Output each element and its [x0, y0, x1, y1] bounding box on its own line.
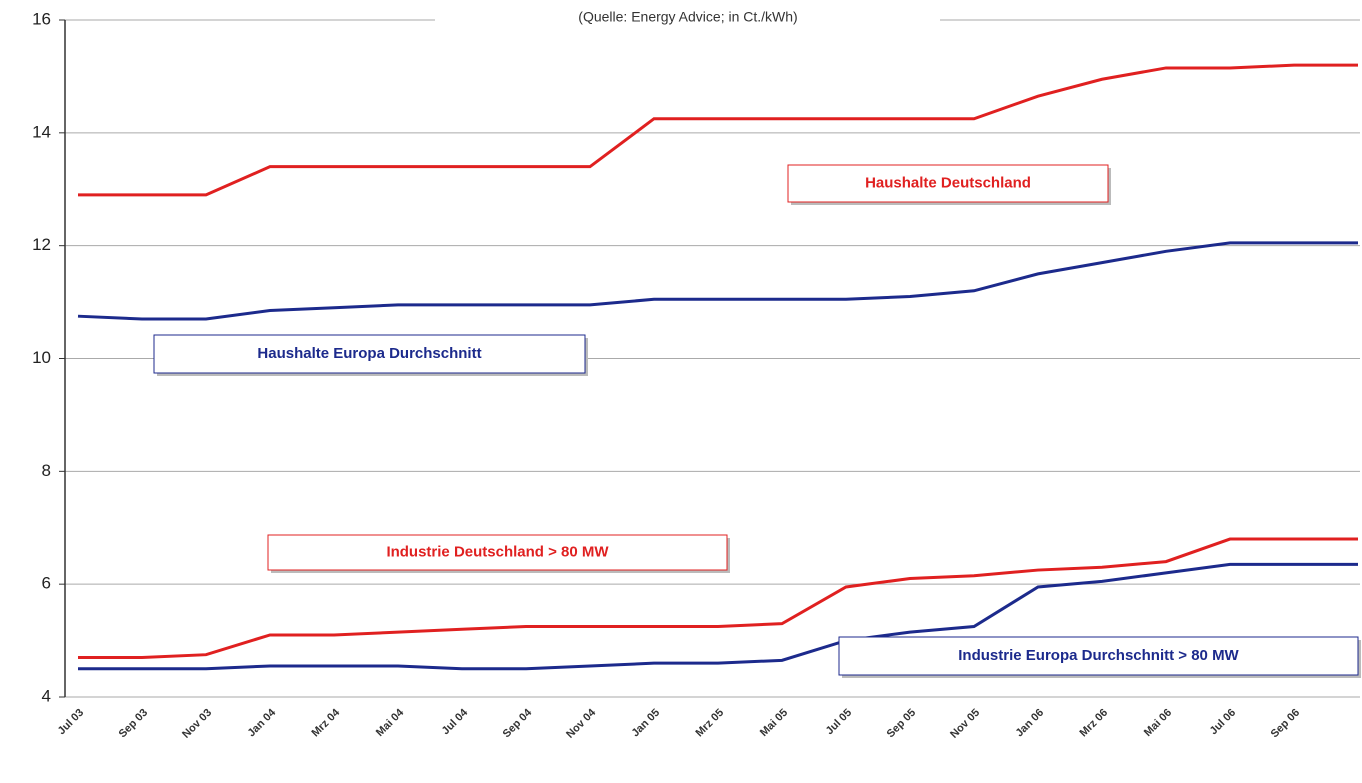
x-tick-label: Jan 04 [245, 706, 278, 739]
x-tick-label: Mai 06 [1142, 707, 1174, 739]
x-tick-label: Nov 03 [180, 707, 214, 741]
x-tick-label: Mai 04 [374, 706, 407, 739]
legend-label: Haushalte Europa Durchschnitt [257, 345, 481, 362]
legend-label: Haushalte Deutschland [865, 174, 1031, 191]
x-tick-label: Jan 05 [629, 707, 662, 740]
legend-label: Industrie Deutschland > 80 MW [386, 543, 609, 560]
x-tick-label: Mai 05 [758, 707, 790, 739]
y-tick-label: 8 [42, 461, 51, 480]
x-tick-label: Jul 06 [1208, 707, 1239, 738]
series-line [77, 241, 1358, 321]
x-tick-label: Jul 05 [824, 707, 855, 738]
x-tick-label: Mrz 06 [1077, 707, 1110, 740]
y-tick-label: 6 [42, 574, 51, 593]
legend-box [838, 636, 1359, 676]
x-tick-label: Jul 03 [56, 707, 87, 738]
x-tick-label: Mrz 05 [693, 707, 726, 740]
legend-box [153, 334, 586, 374]
x-tick-label: Sep 06 [1269, 707, 1303, 741]
series-line [78, 562, 1358, 671]
x-tick-label: Jul 04 [440, 706, 471, 737]
x-tick-label: Jan 06 [1013, 707, 1046, 740]
legend-box [267, 534, 728, 571]
legend-box [787, 164, 1109, 203]
y-tick-label: 4 [42, 686, 51, 705]
subtitle-bg [435, 5, 940, 35]
series-line [78, 63, 1358, 197]
y-tick-label: 12 [32, 235, 51, 254]
x-tick-label: Sep 05 [885, 707, 919, 741]
x-tick-label: Nov 05 [948, 707, 982, 741]
legend-label: Industrie Europa Durchschnitt > 80 MW [958, 647, 1239, 664]
x-tick-label: Sep 03 [117, 707, 151, 741]
x-tick-label: Nov 04 [564, 706, 599, 741]
x-tick-label: Sep 04 [501, 706, 535, 740]
y-tick-label: 14 [32, 122, 51, 141]
y-tick-label: 10 [32, 348, 51, 367]
x-tick-label: Mrz 04 [309, 706, 342, 739]
subtitle: (Quelle: Energy Advice; in Ct./kWh) [578, 9, 797, 25]
series-line [78, 537, 1358, 660]
y-tick-label: 16 [32, 9, 51, 28]
